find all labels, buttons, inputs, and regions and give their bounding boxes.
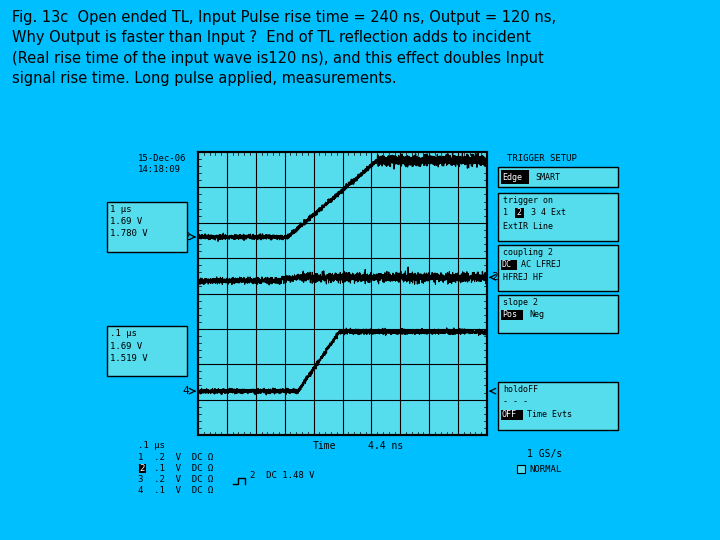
Text: - - -: - - -: [503, 397, 528, 406]
Text: Time Evts: Time Evts: [527, 410, 572, 419]
Bar: [198, 152, 487, 435]
Text: TRIGGER SETUP: TRIGGER SETUP: [507, 154, 577, 163]
FancyBboxPatch shape: [498, 382, 618, 430]
Text: 2: 2: [492, 272, 498, 282]
Bar: [501, 260, 517, 270]
Text: AC LFREJ: AC LFREJ: [521, 260, 561, 269]
Text: trigger on: trigger on: [503, 196, 553, 205]
Bar: [139, 464, 146, 473]
Text: 2: 2: [516, 208, 521, 217]
Text: 4  .1  V  DC Ω: 4 .1 V DC Ω: [138, 486, 213, 495]
Text: 2  .1  V  DC Ω: 2 .1 V DC Ω: [138, 464, 213, 473]
Text: ExtIR Line: ExtIR Line: [503, 222, 553, 231]
Text: DC: DC: [502, 260, 512, 269]
Text: 2: 2: [139, 464, 145, 473]
FancyBboxPatch shape: [107, 202, 187, 252]
Text: 1  .2  V  DC Ω: 1 .2 V DC Ω: [138, 453, 213, 462]
Text: Fig. 13c  Open ended TL, Input Pulse rise time = 240 ns, Output = 120 ns,
Why Ou: Fig. 13c Open ended TL, Input Pulse rise…: [12, 10, 556, 86]
Text: 1: 1: [503, 208, 513, 217]
Bar: [501, 170, 529, 184]
Text: 15-Dec-06
14:18:09: 15-Dec-06 14:18:09: [138, 154, 186, 174]
Text: 2: 2: [183, 232, 189, 242]
Text: .1 µs: .1 µs: [138, 441, 165, 450]
Text: Pos: Pos: [502, 310, 517, 319]
Text: Time: Time: [312, 441, 336, 451]
Text: 1 GS/s: 1 GS/s: [527, 449, 562, 459]
FancyBboxPatch shape: [498, 245, 618, 291]
Text: 3  .2  V  DC Ω: 3 .2 V DC Ω: [138, 475, 213, 484]
Bar: [517, 465, 525, 473]
FancyBboxPatch shape: [498, 193, 618, 241]
Text: coupling 2: coupling 2: [503, 248, 553, 257]
Text: SMART: SMART: [535, 172, 560, 181]
Text: OFF: OFF: [502, 410, 517, 419]
Text: Edge: Edge: [502, 172, 522, 181]
FancyBboxPatch shape: [498, 295, 618, 333]
Bar: [501, 310, 523, 320]
Bar: [515, 208, 524, 218]
FancyBboxPatch shape: [107, 327, 187, 376]
Text: holdoFF: holdoFF: [503, 385, 538, 394]
Text: 2  DC 1.48 V: 2 DC 1.48 V: [250, 471, 315, 480]
FancyBboxPatch shape: [498, 167, 618, 187]
Text: HFREJ HF: HFREJ HF: [503, 273, 543, 282]
Text: 1 µs
1.69 V
1.780 V: 1 µs 1.69 V 1.780 V: [110, 205, 148, 238]
Text: slope 2: slope 2: [503, 298, 538, 307]
Text: NORMAL: NORMAL: [529, 464, 562, 474]
Text: 4: 4: [183, 386, 189, 396]
Bar: [501, 410, 523, 420]
Text: 3 4 Ext: 3 4 Ext: [526, 208, 566, 217]
Text: .1 µs
1.69 V
1.519 V: .1 µs 1.69 V 1.519 V: [110, 329, 148, 363]
Text: 4.4 ns: 4.4 ns: [367, 441, 402, 451]
Text: Neg: Neg: [529, 310, 544, 319]
